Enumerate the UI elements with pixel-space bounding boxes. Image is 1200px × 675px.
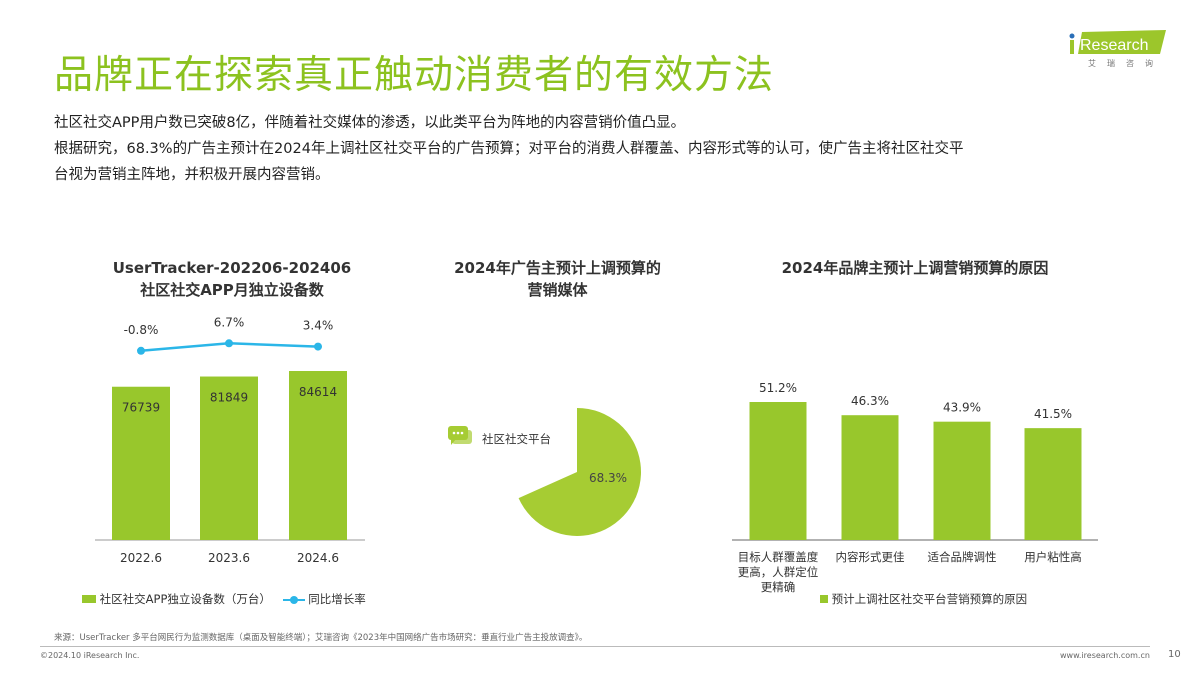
body-text-2: 根据研究，68.3%的广告主预计在2024年上调社区社交平台的广告预算；对平台的… [54, 141, 964, 157]
chat-bubbles-icon [448, 426, 472, 445]
footer-divider [40, 646, 1150, 647]
x-tick-label: 用户粘性高 [1008, 550, 1098, 565]
x-tick-label: 目标人群覆盖度 更高，人群定位 更精确 [733, 550, 823, 595]
page-number: 10 [1168, 649, 1181, 660]
bar-value-label: 81849 [210, 391, 248, 405]
growth-label: 6.7% [214, 315, 245, 329]
bar [933, 421, 991, 540]
svg-text:Research: Research [1080, 37, 1148, 54]
bar-value-label: 76739 [122, 401, 160, 415]
bar [200, 376, 258, 540]
chart1-legend: 社区社交APP独立设备数（万台） 同比增长率 [82, 591, 366, 607]
x-tick-label: 适合品牌调性 [917, 550, 1007, 565]
growth-point [137, 346, 145, 355]
x-tick-label-line: 更高，人群定位 [737, 565, 819, 579]
bar [749, 402, 807, 540]
x-tick-label-line: 适合品牌调性 [927, 550, 997, 564]
page-title: 品牌正在探索真正触动消费者的有效方法 [54, 53, 775, 98]
bar-value-label: 84614 [299, 385, 337, 399]
x-tick-label-line: 更精确 [760, 580, 796, 594]
chart1-title-line1: UserTracker-202206-202406 [112, 259, 352, 277]
chart1-title: UserTracker-202206-202406 社区社交APP月独立设备数 [82, 257, 382, 301]
body-text-1: 社区社交APP用户数已突破8亿，伴随着社交媒体的渗透，以此类平台为阵地的内容营销… [54, 115, 686, 131]
chart3-legend: 预计上调社区社交平台营销预算的原因 [820, 591, 1027, 607]
x-tick-label: 内容形式更佳 [825, 550, 915, 565]
chart2-title-line1: 2024年广告主预计上调预算的 [454, 259, 661, 277]
copyright: ©2024.10 iResearch Inc. [40, 651, 140, 660]
pie-category-label: 社区社交平台 [482, 432, 551, 446]
bar [1024, 428, 1082, 540]
x-tick-label-line: 用户粘性高 [1024, 550, 1082, 564]
x-tick-label: 2022.6 [120, 551, 162, 565]
pie-slice [518, 408, 641, 536]
pie-value-label: 68.3% [589, 471, 627, 485]
legend-line-label: 同比增长率 [308, 592, 366, 606]
x-tick-label: 2023.6 [208, 551, 250, 565]
legend-bar-swatch [82, 595, 96, 603]
bar [289, 371, 347, 540]
body-text-3: 台视为营销主阵地，并积极开展内容营销。 [54, 167, 330, 183]
legend-bar-label: 社区社交APP独立设备数（万台） [99, 592, 271, 606]
chart3-title: 2024年品牌主预计上调营销预算的原因 [781, 259, 1049, 277]
bar-value-label: 46.3% [851, 394, 889, 408]
chart2-title-line2: 营销媒体 [527, 281, 588, 299]
x-tick-label-line: 目标人群覆盖度 [737, 550, 819, 564]
chart1-title-line2: 社区社交APP月独立设备数 [140, 281, 324, 299]
chart2-title: 2024年广告主预计上调预算的 营销媒体 [420, 257, 695, 301]
bar [112, 386, 170, 540]
bar [841, 415, 899, 540]
chart3-plot: 51.2% 46.3% 43.9% 41.5% [732, 381, 1098, 541]
growth-point [314, 342, 322, 351]
growth-label: 3.4% [303, 319, 334, 333]
source-note: 来源：UserTracker 多平台网民行为监测数据库（桌面及智能终端）；艾瑞咨… [54, 633, 588, 643]
legend-swatch [820, 595, 828, 603]
growth-point [225, 339, 233, 348]
bar-value-label: 51.2% [759, 381, 797, 395]
iresearch-logo: Research 艾瑞咨询 [1068, 28, 1168, 68]
legend-label: 预计上调社区社交平台营销预算的原因 [831, 592, 1028, 606]
bar-value-label: 41.5% [1034, 407, 1072, 421]
bar-value-label: 43.9% [943, 401, 981, 415]
legend-line-swatch [282, 595, 305, 604]
chart2-plot: 68.3% [518, 408, 641, 536]
website-url: www.iresearch.com.cn [1060, 651, 1150, 660]
chart1-plot: 76739 2022.6 81849 2023.6 84614 2024.6 -0.8% 6.… [95, 315, 365, 565]
x-tick-label-line: 内容形式更佳 [835, 550, 905, 564]
svg-text:艾瑞咨询: 艾瑞咨询 [1088, 58, 1164, 68]
growth-label: -0.8% [124, 323, 159, 337]
x-tick-label: 2024.6 [297, 551, 339, 565]
